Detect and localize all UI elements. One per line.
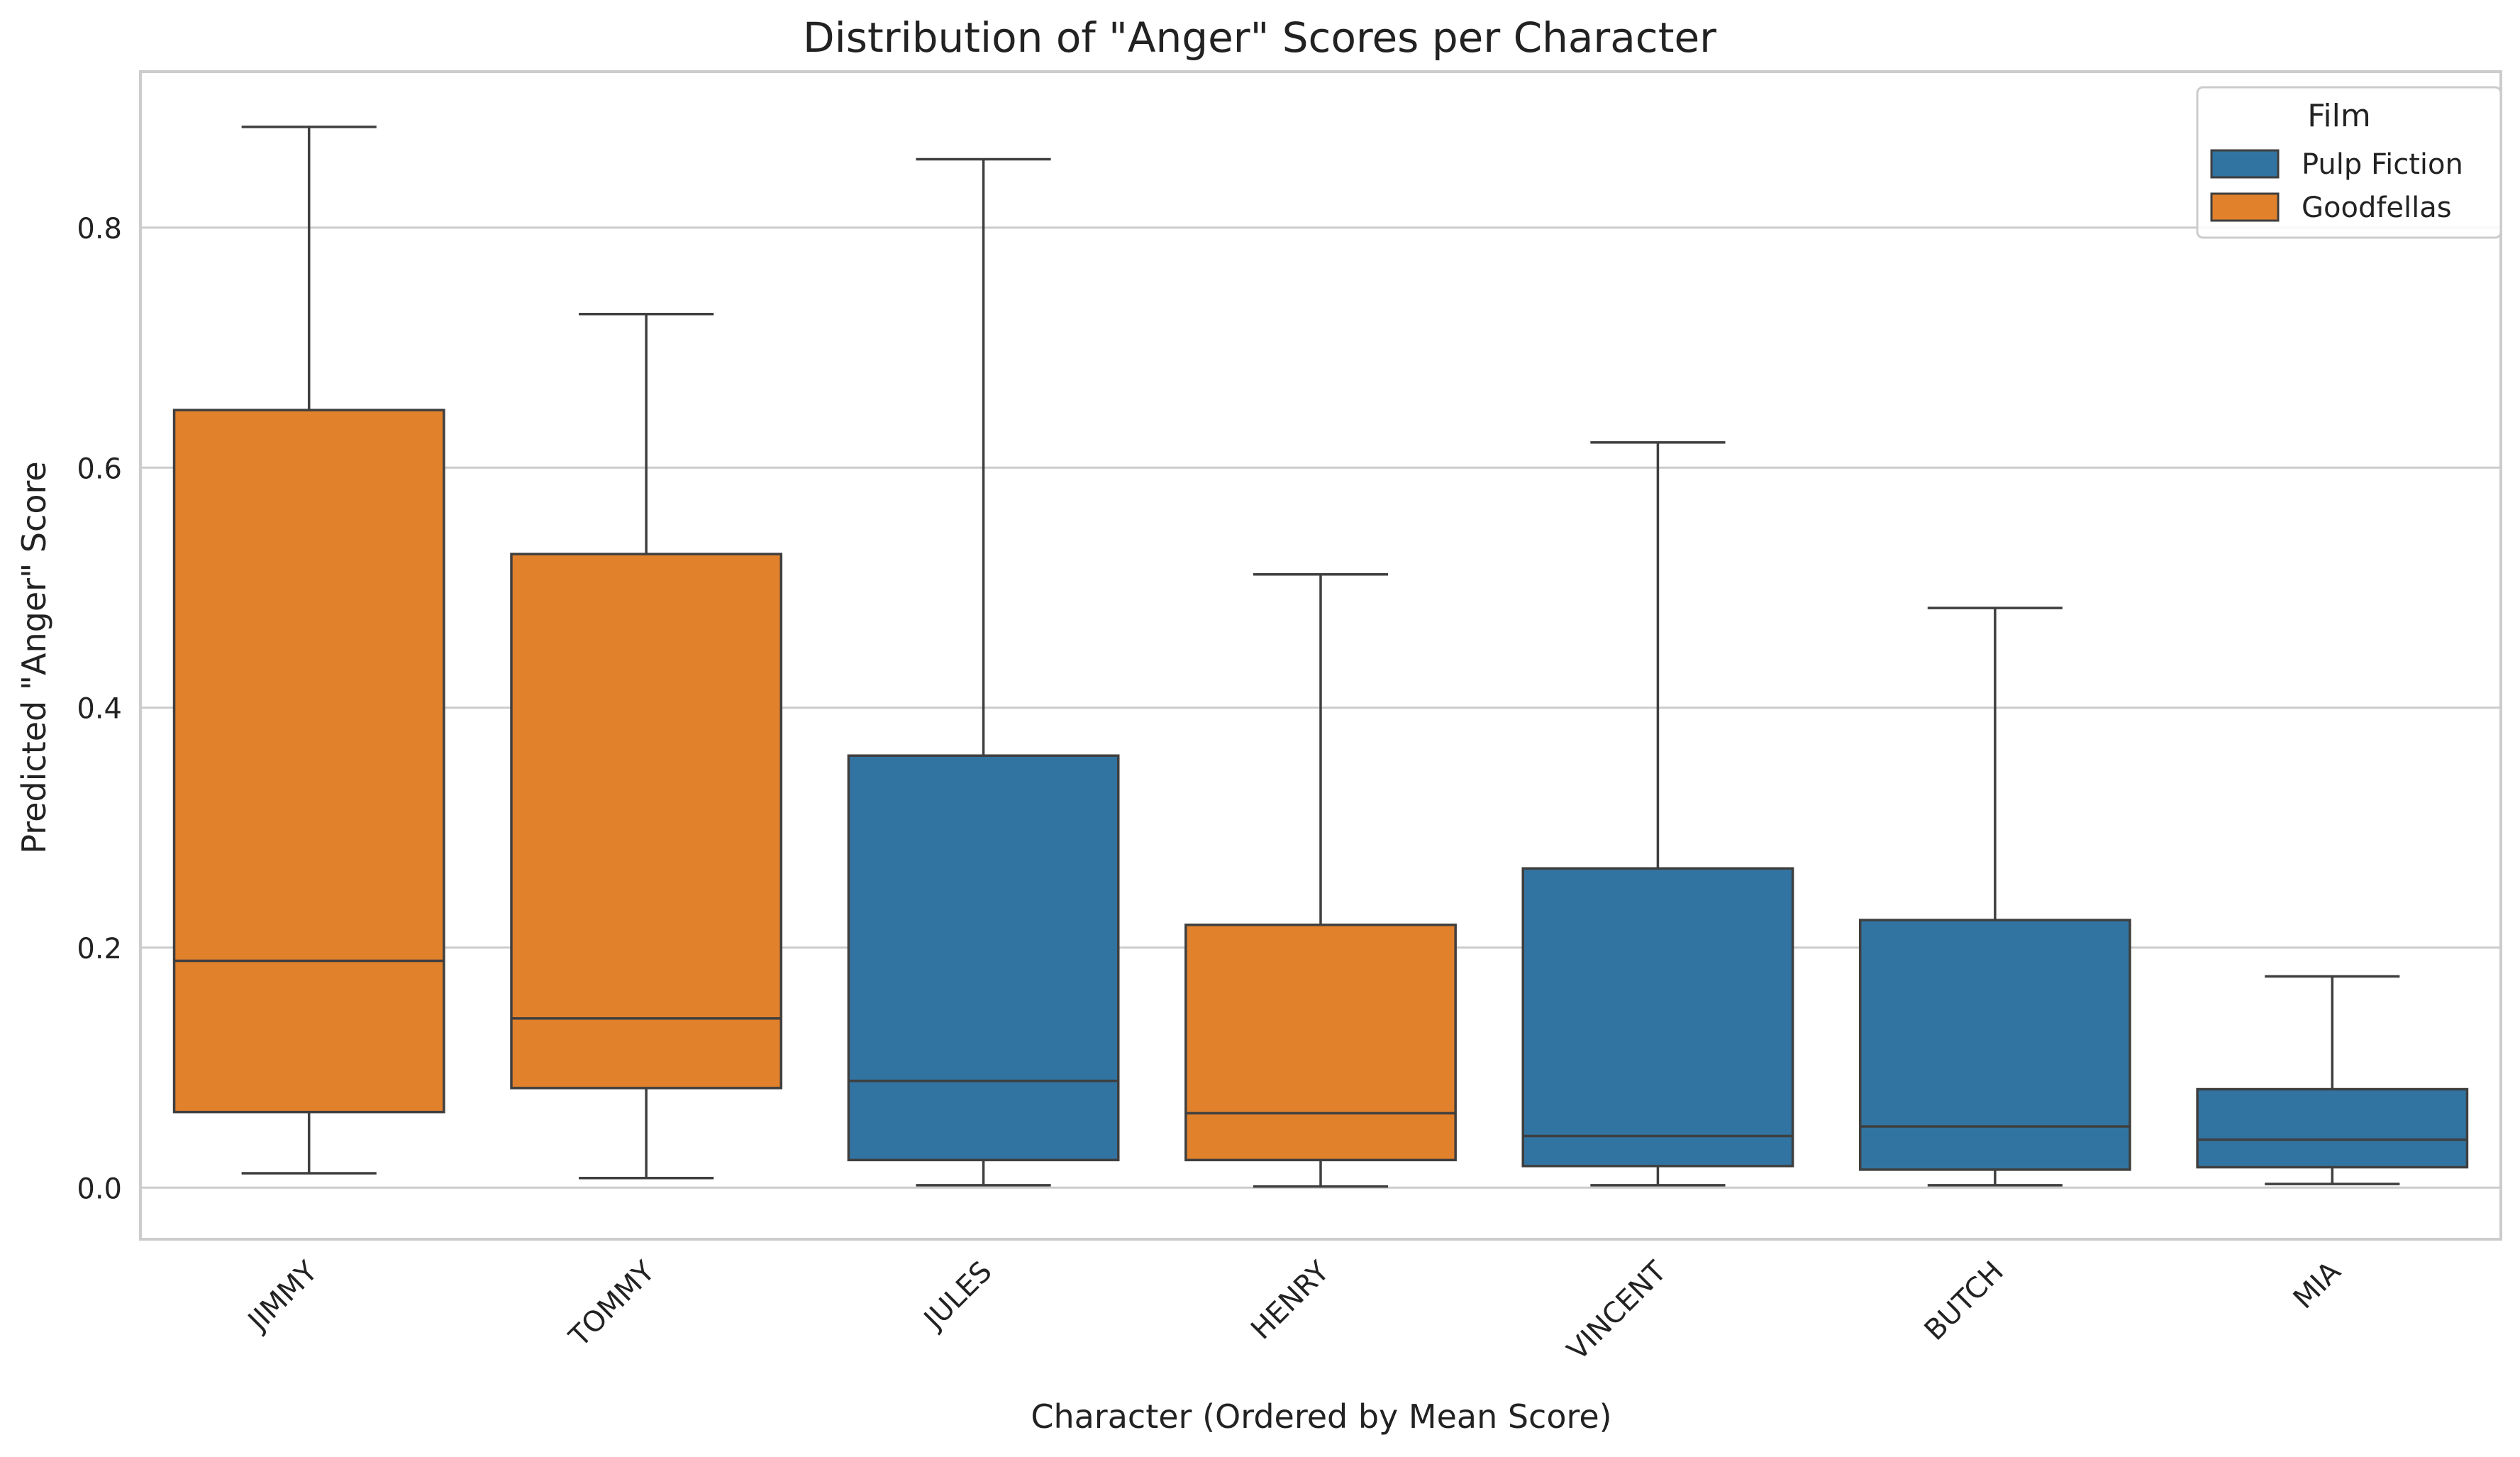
box-body — [172, 409, 445, 1114]
y-axis-label: Predicted "Anger" Score — [15, 461, 53, 853]
legend-label-goodfellas: Goodfellas — [2302, 192, 2452, 224]
box-tommy — [510, 312, 783, 1180]
legend-title: Film — [2307, 98, 2370, 134]
legend-label-pulp-fiction: Pulp Fiction — [2302, 148, 2463, 181]
box-mia — [2196, 975, 2469, 1185]
box-series — [172, 126, 2469, 1188]
chart-title: Distribution of "Anger" Scores per Chara… — [803, 13, 1716, 62]
box-body — [1521, 867, 1794, 1168]
legend-swatch-pulp-fiction — [2210, 149, 2280, 179]
y-tick-label: 0.0 — [77, 1173, 122, 1205]
y-tick-label: 0.8 — [77, 213, 122, 245]
y-tick-label: 0.6 — [77, 453, 122, 485]
box-henry — [1184, 573, 1457, 1188]
box-body — [2196, 1087, 2469, 1169]
box-jimmy — [172, 126, 445, 1175]
plot-frame — [139, 70, 2502, 1241]
y-axis-ticks: 0.0 0.2 0.4 0.6 0.8 — [77, 213, 122, 1205]
legend: Film Pulp Fiction Goodfellas — [2196, 86, 2502, 239]
x-axis-label: Character (Ordered by Mean Score) — [1031, 1397, 1611, 1436]
box-body — [1184, 924, 1457, 1162]
box-jules — [847, 157, 1120, 1187]
box-body — [510, 553, 783, 1090]
legend-swatch-goodfellas — [2210, 192, 2280, 222]
box-vincent — [1521, 441, 1794, 1187]
y-tick-label: 0.2 — [77, 933, 122, 965]
box-body — [1858, 919, 2131, 1171]
y-tick-label: 0.4 — [77, 693, 122, 726]
box-body — [847, 754, 1120, 1162]
box-butch — [1858, 606, 2131, 1187]
